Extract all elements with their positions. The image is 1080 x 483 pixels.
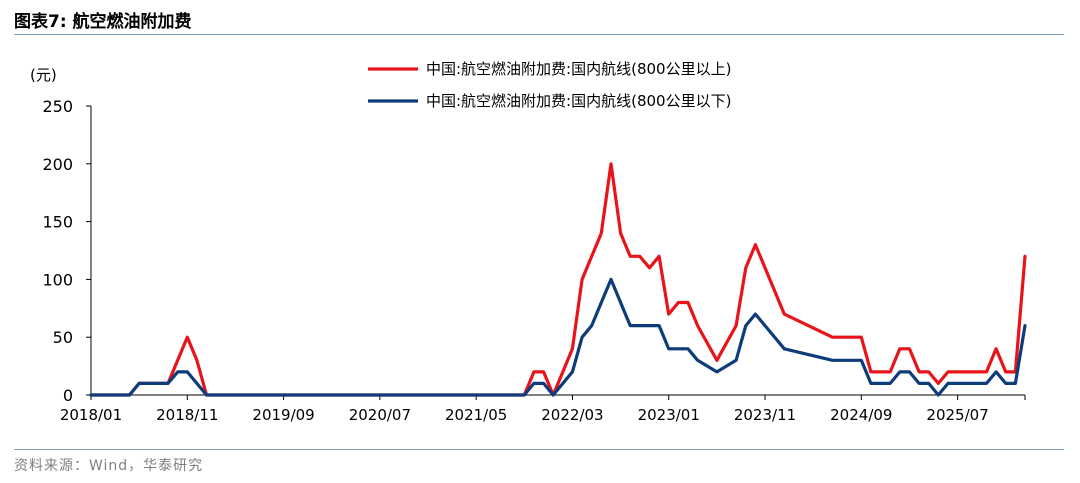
y-tick-label: 150 — [42, 213, 73, 232]
x-tick-label: 2019/09 — [252, 406, 314, 424]
x-tick-label: 2018/01 — [60, 406, 122, 424]
legend: 中国:航空燃油附加费:国内航线(800公里以上) 中国:航空燃油附加费:国内航线(… — [368, 60, 731, 110]
bottom-rule — [14, 449, 1064, 450]
legend-label-above-800km: 中国:航空燃油附加费:国内航线(800公里以上) — [426, 60, 731, 78]
y-tick-label: 100 — [42, 270, 73, 289]
y-tick-label: 50 — [53, 328, 73, 347]
x-tick-label: 2020/07 — [349, 406, 411, 424]
series-line-above-800km — [89, 162, 1027, 397]
series-lines — [89, 162, 1027, 397]
series-line-below-800km — [89, 277, 1027, 397]
chart-title: 图表7: 航空燃油附加费 — [14, 12, 192, 32]
y-tick-label: 0 — [63, 386, 73, 405]
legend-label-below-800km: 中国:航空燃油附加费:国内航线(800公里以下) — [426, 92, 731, 110]
x-tick-label: 2023/11 — [734, 406, 796, 424]
source-note: 资料来源：Wind，华泰研究 — [14, 458, 204, 474]
x-tick-label: 2021/05 — [445, 406, 507, 424]
y-tick-label: 200 — [42, 155, 73, 174]
x-tick-label: 2023/01 — [638, 406, 700, 424]
x-tick-label: 2022/03 — [541, 406, 603, 424]
x-tick-label: 2025/07 — [926, 406, 988, 424]
y-axis-unit-label: (元) — [30, 66, 57, 84]
axes: 0 50 100 150 200 250 (元) 2018/01 2018/11 2019/09 2… — [30, 66, 1026, 424]
y-tick-label: 250 — [42, 97, 73, 116]
top-rule — [14, 34, 1064, 35]
x-tick-label: 2024/09 — [830, 406, 892, 424]
x-tick-label: 2018/11 — [156, 406, 218, 424]
